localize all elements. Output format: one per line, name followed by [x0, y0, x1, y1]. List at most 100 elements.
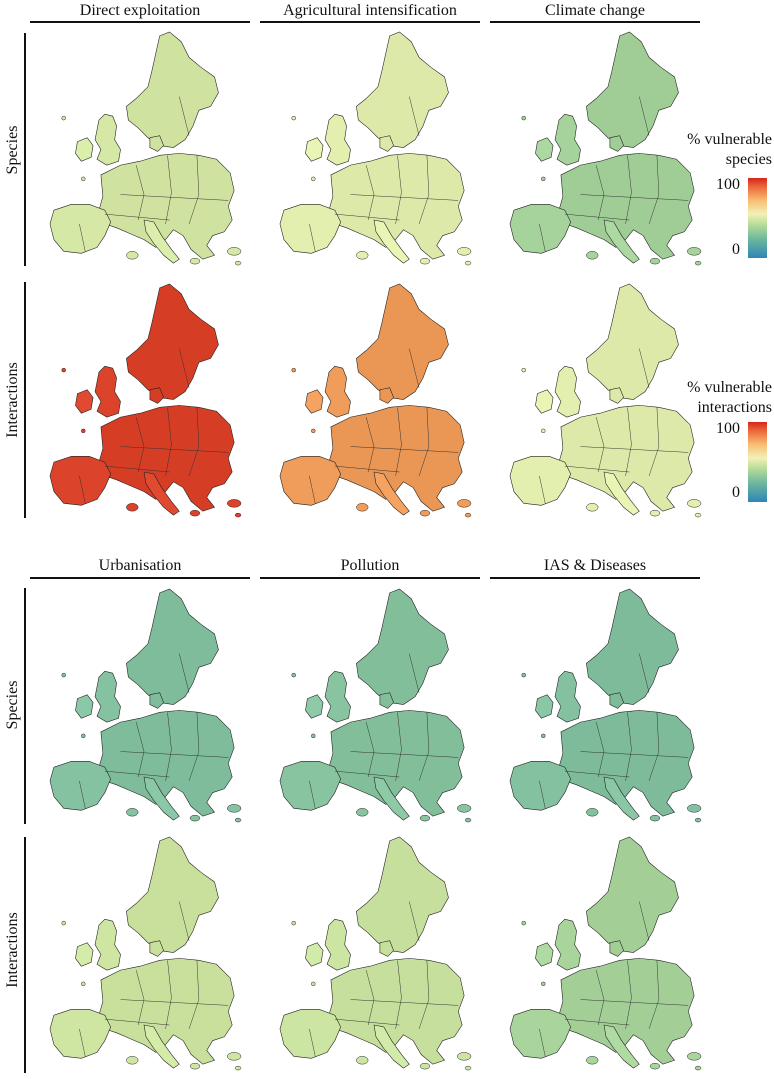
island — [521, 672, 526, 678]
country-border — [165, 712, 172, 781]
country-border — [595, 417, 605, 473]
island — [694, 1065, 702, 1071]
column-rule — [490, 21, 700, 23]
island — [521, 920, 526, 926]
island — [457, 247, 472, 256]
legend-tick-max: 100 — [716, 420, 740, 437]
island — [291, 672, 296, 678]
row-label-interactions: Interactions — [4, 362, 21, 438]
land-region — [324, 918, 351, 971]
island — [457, 499, 472, 508]
column-rule — [30, 21, 250, 23]
land-region — [143, 219, 180, 264]
country-border — [165, 960, 172, 1029]
column-title-agricultural-intensification: Agricultural intensification — [283, 2, 457, 19]
map-ias-diseases-interactions — [500, 833, 710, 1073]
land-region — [149, 387, 164, 404]
country-border — [135, 970, 145, 1026]
country-border — [418, 960, 430, 1029]
country-border — [648, 960, 660, 1029]
legend-tick-max: 100 — [716, 176, 740, 193]
europe-map-ias-diseases-species — [509, 588, 702, 823]
land-region — [324, 670, 351, 723]
land-region — [98, 710, 235, 817]
column-rule — [490, 577, 700, 579]
country-border — [188, 712, 200, 781]
country-border — [350, 446, 459, 453]
country-border — [79, 475, 86, 504]
island — [649, 814, 661, 822]
island — [291, 367, 296, 373]
land-region — [328, 153, 465, 260]
country-border — [188, 960, 200, 1029]
country-border — [309, 223, 316, 252]
column-rule — [260, 21, 480, 23]
country-border — [365, 165, 375, 221]
country-border — [395, 712, 402, 781]
island — [457, 804, 472, 813]
land-region — [94, 113, 121, 166]
europe-map-urbanisation-species — [49, 588, 242, 823]
island — [61, 672, 66, 678]
europe-map-pollution-species — [279, 588, 472, 823]
country-border — [165, 407, 172, 476]
land-region — [149, 692, 164, 709]
legend-title-line: species — [725, 151, 772, 168]
country-border — [409, 96, 420, 136]
land-region — [554, 670, 581, 723]
country-border — [135, 417, 145, 473]
land-region — [149, 940, 164, 957]
country-border — [350, 999, 459, 1006]
island — [541, 981, 546, 987]
europe-map-agricultural-intensification-species — [279, 31, 472, 266]
land-region — [94, 670, 121, 723]
row-label-species: Species — [4, 680, 21, 730]
country-border — [120, 446, 229, 453]
row-label-interactions: Interactions — [4, 912, 21, 988]
island — [419, 509, 431, 517]
land-region — [126, 31, 219, 148]
country-border — [580, 999, 689, 1006]
island — [464, 1065, 472, 1071]
island — [464, 260, 472, 266]
island — [586, 1056, 599, 1065]
land-region — [609, 135, 624, 152]
map-agricultural-intensification-species — [270, 28, 480, 268]
column-title-ias-diseases: IAS & Diseases — [543, 557, 647, 574]
land-region — [149, 135, 164, 152]
map-climate-change-species — [500, 28, 710, 268]
country-border — [409, 348, 420, 388]
land-region — [558, 405, 695, 512]
island — [419, 257, 431, 265]
country-border — [350, 751, 459, 758]
country-border — [564, 213, 630, 221]
island — [227, 247, 242, 256]
country-border — [648, 155, 660, 224]
row-label-species: Species — [4, 125, 21, 175]
country-border — [539, 223, 546, 252]
island — [541, 176, 546, 182]
country-border — [595, 970, 605, 1026]
land-region — [98, 405, 235, 512]
land-region — [379, 135, 394, 152]
country-border — [539, 475, 546, 504]
island — [687, 1052, 702, 1061]
island — [419, 1062, 431, 1070]
country-border — [135, 165, 145, 221]
land-region — [126, 283, 219, 400]
island — [464, 817, 472, 823]
country-border — [120, 999, 229, 1006]
row-rule — [24, 837, 26, 1073]
legend-vulnerable-species: % vulnerable species 100 0 — [660, 130, 772, 260]
column-title-pollution: Pollution — [340, 557, 400, 574]
land-region — [586, 836, 679, 953]
country-border — [580, 194, 689, 201]
legend-tick-min: 0 — [732, 241, 740, 258]
land-region — [324, 113, 351, 166]
land-region — [324, 365, 351, 418]
land-region — [98, 958, 235, 1065]
country-border — [418, 407, 430, 476]
column-rule — [30, 577, 250, 579]
island — [227, 1052, 242, 1061]
land-region — [356, 283, 449, 400]
